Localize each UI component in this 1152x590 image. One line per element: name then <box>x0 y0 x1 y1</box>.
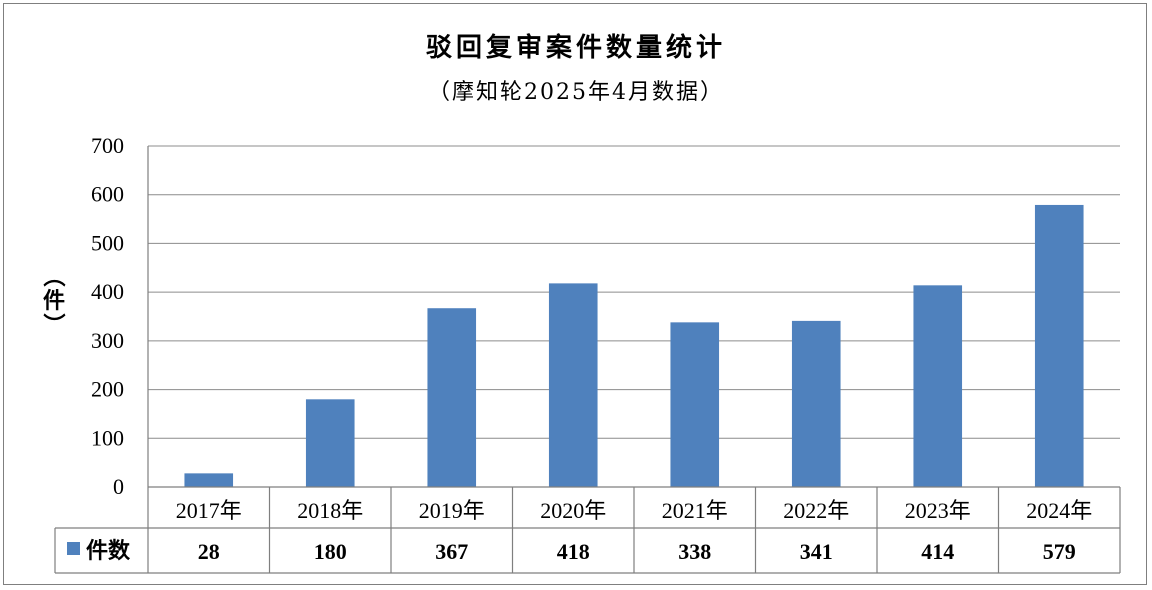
x-category-label: 2021年 <box>662 498 728 523</box>
y-tick-label: 300 <box>91 328 124 353</box>
x-category-label: 2023年 <box>905 498 971 523</box>
y-tick-label: 700 <box>91 133 124 158</box>
x-category-label: 2020年 <box>540 498 606 523</box>
y-tick-label: 400 <box>91 279 124 304</box>
bar <box>913 285 963 487</box>
y-tick-label: 0 <box>113 474 124 499</box>
chart-frame <box>3 3 1147 585</box>
y-axis-label-char: （ <box>40 265 66 287</box>
chart-title: 驳回复审案件数量统计 <box>426 32 726 63</box>
bar <box>305 399 355 487</box>
data-table: 2017年 28 2018年 180 2019年 367 2020年 418 2021年 338 2… <box>54 146 1121 574</box>
bar <box>1034 204 1084 488</box>
y-axis-label-char: ） <box>40 313 66 335</box>
data-value-label: 367 <box>435 539 468 564</box>
data-value-label: 338 <box>678 539 711 564</box>
x-category-label: 2024年 <box>1026 498 1092 523</box>
bar <box>184 473 234 487</box>
data-value-label: 28 <box>198 539 220 564</box>
legend-label: 件数 <box>86 538 131 564</box>
legend-swatch <box>67 542 80 555</box>
data-value-label: 414 <box>921 539 954 564</box>
bar <box>791 320 841 487</box>
data-value-label: 180 <box>314 539 347 564</box>
x-category-label: 2022年 <box>783 498 849 523</box>
x-category-label: 2017年 <box>176 498 242 523</box>
bar <box>427 308 477 487</box>
y-axis-ticks: 0 100 200 300 400 500 600 700 <box>91 133 124 499</box>
bar <box>670 322 720 487</box>
x-category-label: 2018年 <box>297 498 363 523</box>
y-axis-label: （件） <box>40 265 66 335</box>
bar <box>548 283 598 487</box>
y-tick-label: 200 <box>91 377 124 402</box>
bars <box>184 204 1084 488</box>
gridlines <box>148 145 1120 488</box>
y-axis-label-char: 件 <box>43 288 65 314</box>
data-value-label: 418 <box>557 539 590 564</box>
x-category-label: 2019年 <box>419 498 485 523</box>
y-tick-label: 600 <box>91 182 124 207</box>
y-tick-label: 500 <box>91 230 124 255</box>
data-value-label: 341 <box>800 539 833 564</box>
y-tick-label: 100 <box>91 425 124 450</box>
chart-subtitle: （摩知轮2025年4月数据） <box>428 80 724 105</box>
data-value-label: 579 <box>1043 539 1076 564</box>
